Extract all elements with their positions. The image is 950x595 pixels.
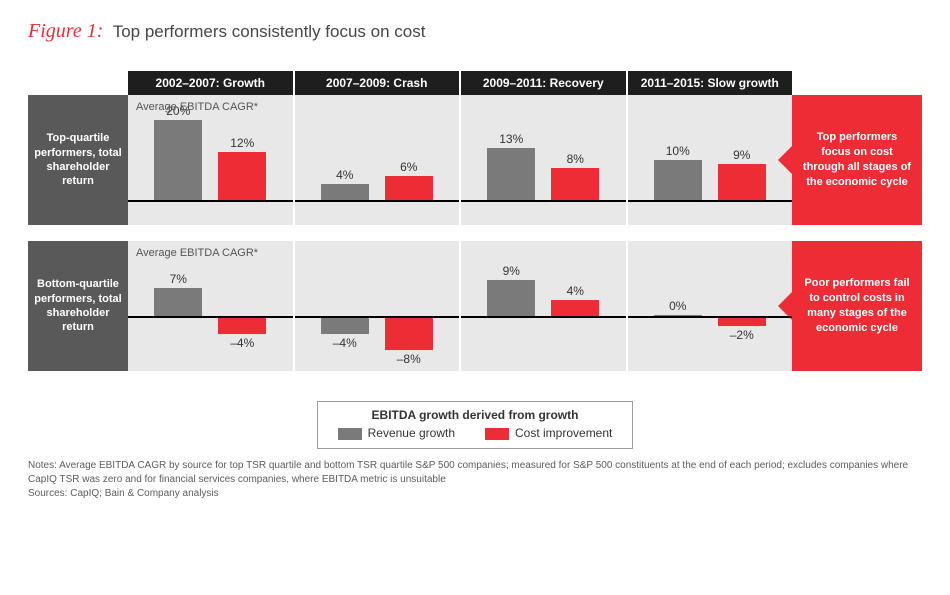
revenue-value-label: 10% xyxy=(666,144,690,158)
callout: Poor performers fail to control costs in… xyxy=(792,241,922,371)
revenue-bar xyxy=(654,160,702,200)
period-header: 2009–2011: Recovery xyxy=(461,71,628,95)
cost-value-label: 9% xyxy=(733,148,750,162)
chart-cell: –4% –8% xyxy=(295,241,462,371)
period-headers: 2002–2007: Growth2007–2009: Crash2009–20… xyxy=(128,71,792,95)
cost-bar xyxy=(551,168,599,200)
cost-bar xyxy=(218,152,266,200)
sources-text: Sources: CapIQ; Bain & Company analysis xyxy=(28,487,922,501)
revenue-value-label: 13% xyxy=(499,132,523,146)
notes-text: Notes: Average EBITDA CAGR by source for… xyxy=(28,459,922,487)
revenue-value-label: 0% xyxy=(669,299,686,313)
chart-cell: 20%12% xyxy=(128,95,295,225)
revenue-value-label: 7% xyxy=(170,272,187,286)
period-header: 2002–2007: Growth xyxy=(128,71,295,95)
cost-value-label: –2% xyxy=(730,328,754,342)
footnotes: Notes: Average EBITDA CAGR by source for… xyxy=(28,459,922,501)
legend: EBITDA growth derived from growth Revenu… xyxy=(317,401,634,449)
chart-cell: 4% 6% xyxy=(295,95,462,225)
row-label: Bottom-quartile performers, total shareh… xyxy=(28,241,128,371)
revenue-value-label: 9% xyxy=(503,264,520,278)
legend-item-cost: Cost improvement xyxy=(485,426,612,440)
revenue-bar xyxy=(487,280,535,316)
cost-value-label: –8% xyxy=(397,352,421,366)
figure-number: Figure 1: xyxy=(28,20,103,42)
figure-title: Figure 1: Top performers consistently fo… xyxy=(28,20,922,43)
revenue-value-label: –4% xyxy=(333,336,357,350)
callout: Top performers focus on cost through all… xyxy=(792,95,922,225)
revenue-bar xyxy=(154,120,202,200)
cost-value-label: 8% xyxy=(567,152,584,166)
cost-bar xyxy=(385,318,433,350)
cost-bar xyxy=(551,300,599,316)
chart-cell: 0% –2% xyxy=(628,241,793,371)
revenue-bar xyxy=(321,318,369,334)
cost-value-label: 6% xyxy=(400,160,417,174)
chart-cell: 7% –4% xyxy=(128,241,295,371)
cost-bar xyxy=(385,176,433,200)
chart-cell: 10% 9% xyxy=(628,95,793,225)
row-label: Top-quartile performers, total sharehold… xyxy=(28,95,128,225)
period-header: 2011–2015: Slow growth xyxy=(628,71,793,95)
cost-value-label: 4% xyxy=(567,284,584,298)
row-subtitle: Average EBITDA CAGR* xyxy=(136,101,258,113)
period-header: 2007–2009: Crash xyxy=(295,71,462,95)
chart-row: Top-quartile performers, total sharehold… xyxy=(28,95,922,225)
cost-value-label: 12% xyxy=(230,136,254,150)
chart-row: Bottom-quartile performers, total shareh… xyxy=(28,241,922,371)
row-subtitle: Average EBITDA CAGR* xyxy=(136,247,258,259)
revenue-bar xyxy=(487,148,535,200)
chart-area: 2002–2007: Growth2007–2009: Crash2009–20… xyxy=(28,71,922,501)
figure-subtitle: Top performers consistently focus on cos… xyxy=(113,22,426,41)
cost-bar xyxy=(718,164,766,200)
legend-item-revenue: Revenue growth xyxy=(338,426,455,440)
cost-value-label: –4% xyxy=(230,336,254,350)
revenue-bar xyxy=(154,288,202,316)
cost-bar xyxy=(718,318,766,326)
cost-bar xyxy=(218,318,266,334)
chart-cell: 13% 8% xyxy=(461,95,628,225)
legend-title: EBITDA growth derived from growth xyxy=(338,408,613,422)
revenue-bar xyxy=(321,184,369,200)
chart-cell: 9% 4% xyxy=(461,241,628,371)
revenue-value-label: 4% xyxy=(336,168,353,182)
